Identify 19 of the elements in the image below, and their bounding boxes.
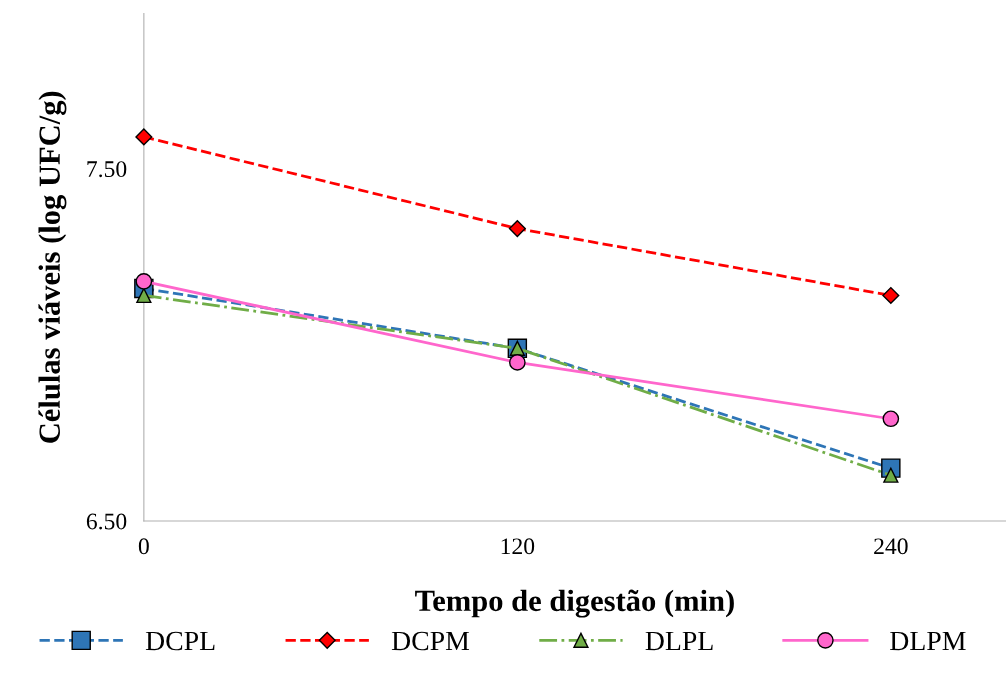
x-tick-label: 240 — [874, 538, 908, 555]
y-axis-title: Células viáveis (log UFC/g) — [38, 91, 67, 443]
y-tick-label: 7.50 — [87, 161, 127, 178]
point — [883, 467, 899, 483]
legend-label: DLPM — [890, 631, 966, 651]
point — [135, 128, 153, 146]
point — [882, 286, 900, 305]
point — [882, 410, 900, 428]
legend-label: DCPL — [145, 631, 215, 651]
legend-label: DCPM — [391, 631, 470, 651]
point — [135, 273, 153, 290]
x-tick-label: 0 — [138, 538, 149, 555]
y-tick-label: 6.50 — [86, 513, 127, 530]
x-tick-label: 120 — [501, 538, 535, 555]
point — [509, 354, 526, 371]
legend-label: DLPL — [645, 631, 713, 651]
x-axis-title: Tempo de digestão (min) — [415, 589, 734, 618]
point — [508, 219, 526, 238]
point — [136, 287, 152, 304]
